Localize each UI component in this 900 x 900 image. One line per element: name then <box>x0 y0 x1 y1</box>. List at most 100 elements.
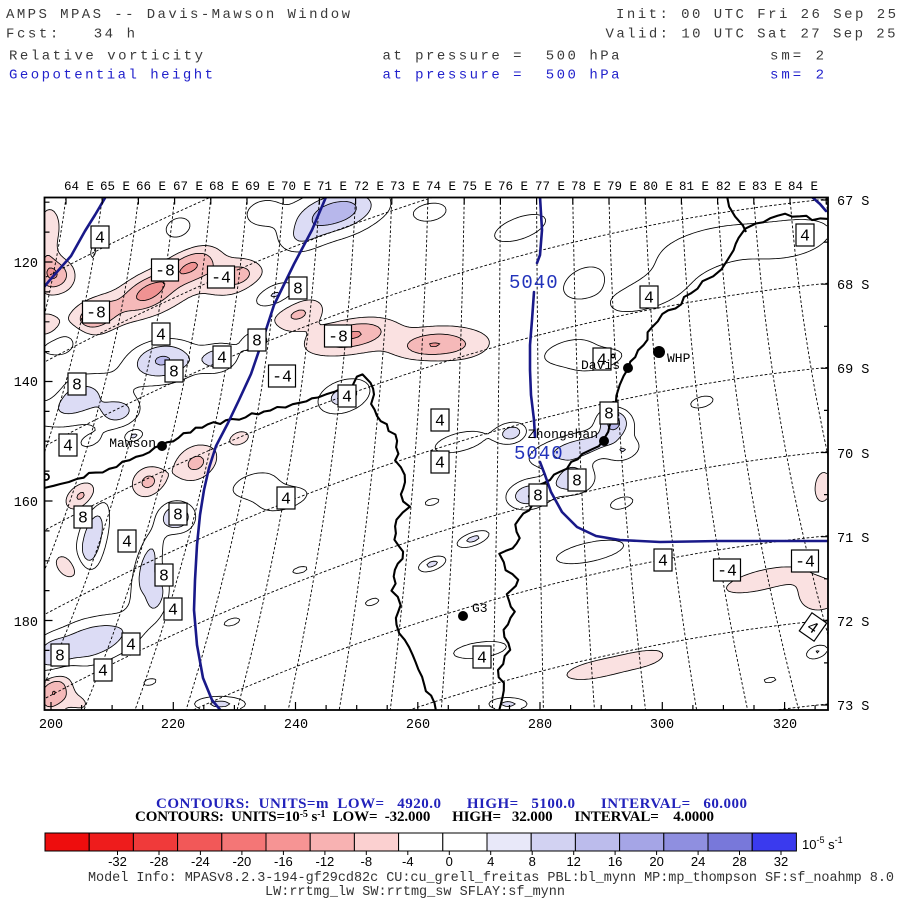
svg-text:69 S: 69 S <box>837 363 869 378</box>
svg-text:AMPS MPAS -- Davis-Mawson Wind: AMPS MPAS -- Davis-Mawson Window <box>6 7 351 23</box>
svg-text:-8: -8 <box>328 328 348 347</box>
svg-text:4: 4 <box>477 649 487 668</box>
svg-text:8: 8 <box>604 405 614 424</box>
svg-text:76 E: 76 E <box>498 180 528 194</box>
svg-text:-4: -4 <box>211 269 231 288</box>
svg-text:-4: -4 <box>795 553 815 572</box>
svg-text:8: 8 <box>72 376 82 395</box>
svg-text:5040: 5040 <box>509 272 559 294</box>
svg-text:8: 8 <box>173 506 183 525</box>
svg-text:8: 8 <box>529 854 536 869</box>
svg-text:G3: G3 <box>472 601 488 616</box>
svg-text:71 S: 71 S <box>837 532 869 547</box>
svg-text:Valid: 10 UTC Sat 27 Sep 25: Valid: 10 UTC Sat 27 Sep 25 <box>606 27 896 43</box>
svg-text:Mawson: Mawson <box>109 436 156 451</box>
svg-text:8: 8 <box>252 332 262 351</box>
svg-text:4: 4 <box>435 454 445 473</box>
svg-text:4: 4 <box>95 229 105 248</box>
svg-text:160: 160 <box>14 496 38 511</box>
svg-text:72 S: 72 S <box>837 616 869 631</box>
svg-text:67 E: 67 E <box>173 180 203 194</box>
svg-text:4: 4 <box>644 289 654 308</box>
svg-text:32: 32 <box>774 854 788 869</box>
svg-text:8: 8 <box>533 487 543 506</box>
svg-text:66 E: 66 E <box>136 180 166 194</box>
svg-text:80 E: 80 E <box>643 180 673 194</box>
svg-text:72 E: 72 E <box>354 180 384 194</box>
svg-text:-16: -16 <box>274 854 293 869</box>
svg-text:83 E: 83 E <box>752 180 782 194</box>
svg-text:10-5 s-1: 10-5 s-1 <box>802 835 843 852</box>
svg-text:4: 4 <box>800 227 810 246</box>
svg-text:8: 8 <box>169 363 179 382</box>
svg-text:4: 4 <box>122 533 132 552</box>
svg-text:16: 16 <box>608 854 622 869</box>
svg-text:68 E: 68 E <box>209 180 239 194</box>
svg-text:4: 4 <box>435 412 445 431</box>
svg-text:70 S: 70 S <box>837 448 869 463</box>
svg-text:4: 4 <box>342 388 352 407</box>
svg-text:-12: -12 <box>316 854 335 869</box>
svg-text:24: 24 <box>691 854 705 869</box>
svg-text:84 E: 84 E <box>788 180 818 194</box>
svg-text:77 E: 77 E <box>535 180 565 194</box>
svg-text:4: 4 <box>63 437 73 456</box>
svg-text:CONTOURS: UNITS=m LOW= 492: CONTOURS: UNITS=m LOW= 4920.0 HIGH= 5100… <box>156 796 747 812</box>
svg-text:65 E: 65 E <box>100 180 130 194</box>
svg-text:78 E: 78 E <box>571 180 601 194</box>
svg-text:4: 4 <box>487 854 494 869</box>
svg-text:-28: -28 <box>150 854 169 869</box>
svg-text:5040: 5040 <box>514 443 564 465</box>
svg-text:-8: -8 <box>361 854 373 869</box>
svg-text:-4: -4 <box>402 854 414 869</box>
svg-text:79 E: 79 E <box>607 180 637 194</box>
svg-text:20: 20 <box>649 854 663 869</box>
svg-text:4: 4 <box>281 490 291 509</box>
svg-text:73 E: 73 E <box>390 180 420 194</box>
svg-text:71 E: 71 E <box>317 180 347 194</box>
svg-text:73 S: 73 S <box>837 700 869 715</box>
svg-text:CONTOURS: UNITS=10-5 s-1 LOW: CONTOURS: UNITS=10-5 s-1 LOW= -32.000 HI… <box>135 809 714 825</box>
svg-text:75 E: 75 E <box>462 180 492 194</box>
svg-text:-4: -4 <box>272 368 292 387</box>
svg-text:28: 28 <box>732 854 746 869</box>
svg-text:67 S: 67 S <box>837 195 869 210</box>
svg-text:12: 12 <box>566 854 580 869</box>
svg-text:4: 4 <box>597 351 607 370</box>
svg-text:Geopotential height: Geopotential height <box>9 68 213 84</box>
svg-text:300: 300 <box>650 718 674 733</box>
svg-text:8: 8 <box>78 509 88 528</box>
svg-text:0: 0 <box>446 854 453 869</box>
svg-text:8: 8 <box>572 472 582 491</box>
svg-text:sm= 2: sm= 2 <box>770 68 824 84</box>
svg-text:4: 4 <box>126 636 136 655</box>
svg-text:-20: -20 <box>233 854 252 869</box>
svg-text:69 E: 69 E <box>245 180 275 194</box>
svg-text:Zhongshan: Zhongshan <box>528 427 598 442</box>
svg-text:-8: -8 <box>86 304 106 323</box>
svg-text:180: 180 <box>14 616 38 631</box>
svg-text:8: 8 <box>55 647 65 666</box>
svg-text:70 E: 70 E <box>281 180 311 194</box>
svg-text:4: 4 <box>217 349 227 368</box>
svg-text:8: 8 <box>159 567 169 586</box>
svg-text:140: 140 <box>14 376 38 391</box>
svg-text:220: 220 <box>161 718 185 733</box>
svg-text:Model Info: MPASv8.2.3-194-gf2: Model Info: MPASv8.2.3-194-gf29cd82c CU:… <box>88 871 894 886</box>
svg-text:-4: -4 <box>717 562 737 581</box>
svg-text:sm= 2: sm= 2 <box>770 49 824 65</box>
svg-text:120: 120 <box>14 257 38 272</box>
svg-text:4: 4 <box>658 552 668 571</box>
svg-text:4: 4 <box>98 662 108 681</box>
svg-text:-8: -8 <box>155 262 175 281</box>
svg-text:LW:rrtmg_lw SW:rrtmg_sw SFLAY:: LW:rrtmg_lw SW:rrtmg_sw SFLAY:sf_mynn <box>265 885 565 900</box>
svg-text:280: 280 <box>528 718 552 733</box>
svg-text:68 S: 68 S <box>837 279 869 294</box>
svg-text:4: 4 <box>168 601 178 620</box>
svg-text:74 E: 74 E <box>426 180 456 194</box>
svg-text:-24: -24 <box>191 854 210 869</box>
svg-text:240: 240 <box>284 718 308 733</box>
svg-text:82 E: 82 E <box>716 180 746 194</box>
svg-text:4: 4 <box>156 326 166 345</box>
svg-text:WHP: WHP <box>667 351 691 366</box>
